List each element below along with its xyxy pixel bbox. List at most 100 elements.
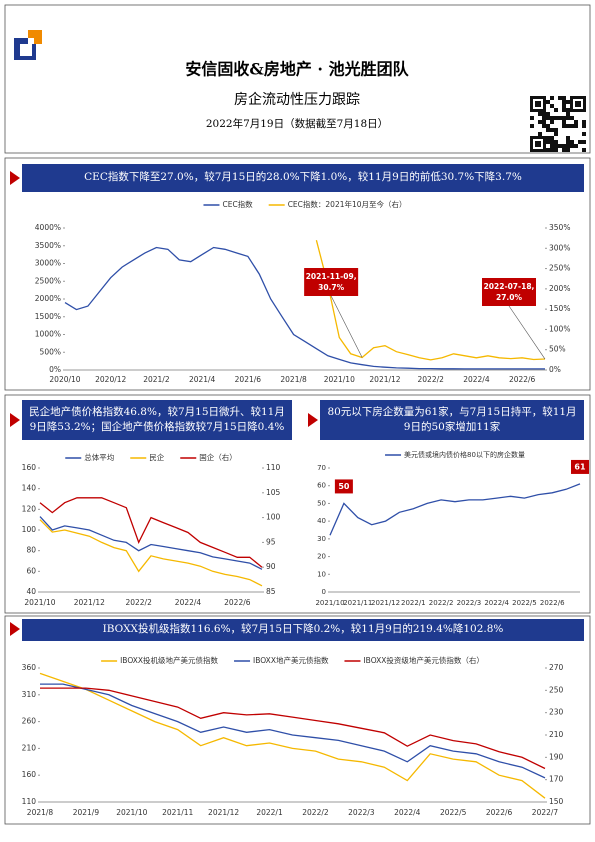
qr-cell — [566, 124, 570, 128]
legend-label: IBOXX投机级地产美元债指数 — [120, 655, 218, 665]
qr-cell — [554, 144, 558, 148]
qr-cell — [558, 96, 562, 100]
qr-cell — [570, 140, 574, 144]
x-tick-label: 2022/4 — [484, 599, 509, 607]
y2-tick-label: 100 — [266, 513, 281, 522]
qr-cell — [566, 116, 570, 120]
y-tick-label: 500% — [40, 347, 61, 356]
legend: 美元债或境内债价格80以下的房企数量 — [385, 450, 525, 459]
section-title: CEC指数下降至27.0%，较7月15日的28.0%下降1.0%，较11月9日的… — [22, 164, 584, 192]
y-tick-label: 2000% — [35, 294, 61, 303]
y-tick-label: 80 — [26, 546, 36, 555]
y-tick-label: 70 — [317, 464, 326, 472]
x-tick-label: 2022/6 — [224, 598, 251, 607]
header-box — [4, 4, 591, 154]
y2-tick-label: 350% — [549, 223, 570, 232]
qr-cell — [574, 120, 578, 124]
qr-cell — [535, 141, 541, 147]
qr-cell — [542, 120, 546, 124]
qr-cell — [582, 124, 586, 128]
leader — [508, 305, 546, 360]
series-line — [64, 246, 545, 370]
legend-label: 美元债或境内债价格80以下的房企数量 — [404, 450, 525, 459]
x-tick-label: 2022/2 — [125, 598, 152, 607]
qr-cell — [562, 96, 566, 100]
callout — [334, 479, 353, 494]
header-subtitle: 房企流动性压力跟踪 — [234, 91, 360, 108]
value-label: 61 — [574, 462, 586, 471]
qr-cell — [546, 124, 550, 128]
qr-cell — [562, 148, 566, 152]
qr-cell — [566, 144, 570, 148]
qr-cell — [538, 120, 542, 124]
section-title: 民企地产债价格指数46.8%，较7月15日微升、较11月9日降53.2%；国企地… — [22, 400, 292, 440]
qr-cell — [550, 116, 554, 120]
x-tick-label: 2022/2 — [302, 808, 329, 817]
qr-cell — [566, 108, 570, 112]
qr-cell — [558, 144, 562, 148]
qr-cell — [554, 108, 558, 112]
qr-cell — [562, 100, 566, 104]
qr-cell — [574, 144, 578, 148]
y-tick-label: 360 — [22, 663, 37, 672]
chart-box — [4, 394, 591, 614]
qr-cell — [570, 144, 574, 148]
qr-cell — [582, 132, 586, 136]
x-tick-label: 2021/10 — [24, 598, 55, 607]
chart-box — [4, 157, 591, 391]
x-tick-label: 2021/12 — [208, 808, 239, 817]
series-line — [40, 683, 546, 779]
qr-cell — [530, 116, 534, 120]
qr-cell — [575, 101, 581, 107]
qr-cell — [574, 124, 578, 128]
x-tick-label: 2021/11 — [343, 599, 372, 607]
qr-cell — [546, 100, 550, 104]
x-tick-label: 2022/6 — [540, 599, 565, 607]
legend-label: 民企 — [149, 452, 164, 462]
y-tick-label: 160 — [22, 463, 37, 472]
x-tick-label: 2022/5 — [440, 808, 467, 817]
legend-label: 国企（右） — [199, 452, 237, 462]
qr-cell — [582, 148, 586, 152]
legend-label: CEC指数：2021年10月至今（右） — [288, 199, 407, 209]
qr-cell — [546, 148, 550, 152]
qr-cell — [538, 132, 542, 136]
qr-cell — [550, 104, 554, 108]
y-tick-label: 1000% — [35, 330, 61, 339]
x-tick-label: 2022/3 — [348, 808, 375, 817]
y2-tick-label: 150 — [549, 797, 564, 806]
qr-cell — [554, 128, 558, 132]
y-tick-label: 110 — [22, 797, 37, 806]
x-tick-label: 2021/8 — [280, 375, 307, 384]
series-line — [39, 672, 546, 799]
qr-cell — [578, 140, 582, 144]
y2-tick-label: 230 — [549, 708, 564, 717]
x-tick-label: 2020/10 — [49, 375, 80, 384]
legend-label: IBOXX地产美元债指数 — [253, 655, 329, 665]
qr-cell — [554, 116, 558, 120]
y2-tick-label: 90 — [266, 562, 276, 571]
x-tick-label: 2021/9 — [73, 808, 100, 817]
section-title: IBOXX投机级指数116.6%，较7月15日下降0.2%，较11月9日的219… — [22, 619, 584, 641]
annotation: 2021-11-09, — [306, 272, 357, 281]
qr-cell — [566, 140, 570, 144]
qr-cell — [562, 104, 566, 108]
marker — [10, 622, 20, 636]
y2-tick-label: 95 — [266, 537, 276, 546]
qr-cell — [538, 112, 542, 116]
value-label: 30.7% — [318, 283, 345, 292]
x-tick-label: 2022/4 — [175, 598, 202, 607]
qr-cell — [566, 136, 570, 140]
qr-cell — [562, 144, 566, 148]
x-tick-label: 2022/3 — [457, 599, 482, 607]
qr-cell — [550, 128, 554, 132]
section-title: 80元以下房企数量为61家，与7月15日持平，较11月9日的50家增加11家 — [320, 400, 584, 440]
y-tick-label: 40 — [26, 587, 36, 596]
x-tick-label: 2022/4 — [463, 375, 490, 384]
chart-box — [4, 615, 591, 825]
qr-cell — [554, 140, 558, 144]
legend-label: 总体平均 — [84, 452, 114, 462]
qr-cell — [554, 132, 558, 136]
y2-tick-label: 170 — [549, 775, 564, 784]
